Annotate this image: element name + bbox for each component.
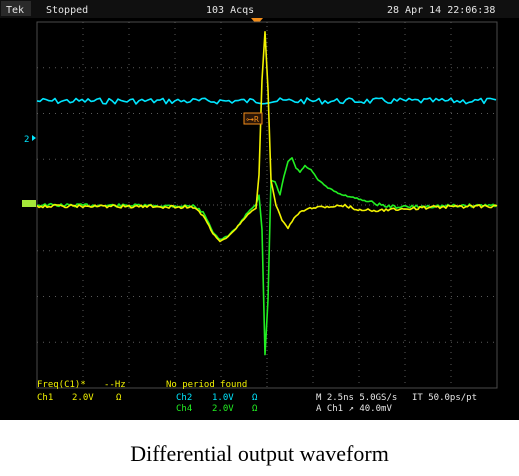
brand-label: Tek: [6, 5, 24, 16]
run-state: Stopped: [46, 5, 88, 16]
waveform-traces: [36, 30, 498, 356]
ch1-ch4-level-marker: [22, 200, 36, 207]
measurement-label: Freq(C1)*: [37, 380, 86, 390]
ch2-scale: 1.0V: [212, 393, 234, 403]
ch1-scale: 2.0V: [72, 393, 94, 403]
ch2-level-marker: [32, 135, 36, 141]
oscilloscope-screenshot: Tek Stopped 103 Acqs 28 Apr 14 22:06:38 …: [0, 0, 519, 420]
figure-caption: Differential output waveform: [130, 441, 389, 466]
brand-box: [1, 1, 31, 16]
measurement-value: --Hz: [104, 380, 126, 390]
ch4-name: Ch4: [176, 404, 192, 414]
timebase: M 2.5ns 5.0GS/s: [316, 393, 397, 403]
acquisition-count: 103 Acqs: [206, 5, 254, 16]
ch2-marker-label: 2: [24, 135, 29, 145]
ch4-scale: 2.0V: [212, 404, 234, 414]
ch1-name: Ch1: [37, 393, 53, 403]
measurement-status: No period found: [166, 380, 247, 390]
trigger-badge-box: [243, 112, 263, 125]
datetime: 28 Apr 14 22:06:38: [387, 5, 495, 16]
ch2-waveform: [36, 97, 497, 105]
ch2-name: Ch2: [176, 393, 192, 403]
trigger-setting: A Ch1 ↗ 40.0mV: [316, 404, 392, 414]
ch1-waveform: [36, 30, 498, 243]
ch4-coupling: Ω: [252, 404, 258, 414]
status-bar: [0, 0, 519, 18]
ch1-coupling: Ω: [116, 393, 122, 403]
trigger-badge: ⊶R: [246, 115, 259, 124]
record-resolution: IT 50.0ps/pt: [412, 393, 477, 403]
ch2-coupling: Ω: [252, 393, 258, 403]
